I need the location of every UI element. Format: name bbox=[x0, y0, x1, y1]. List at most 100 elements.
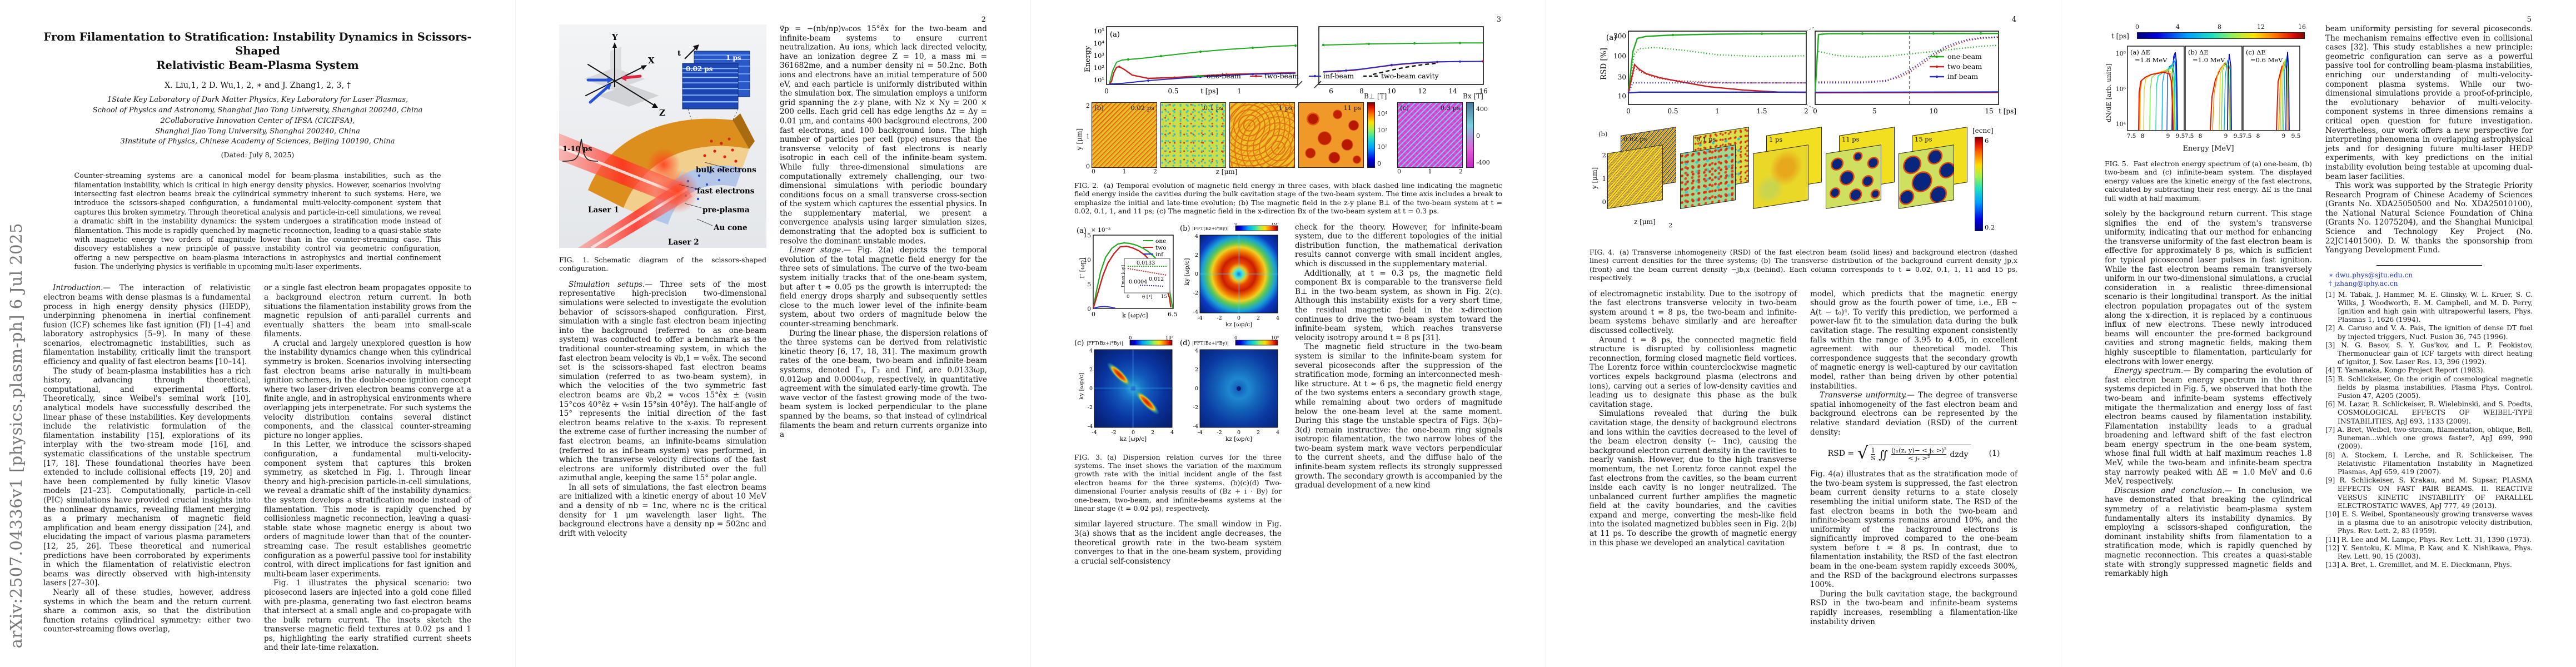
footnote-item[interactable]: ∗ dwu.phys@sjtu.edu.cn bbox=[2329, 271, 2413, 280]
reference-item[interactable]: [6] M. Lazar, R. Schlickeiser, R. Wieleb… bbox=[2325, 400, 2533, 425]
polygon-element bbox=[607, 77, 613, 83]
reference-list: [1] M. Tabak, J. Hammer, M. E. Glinsky, … bbox=[2325, 291, 2533, 570]
laser1-label: Laser 1 bbox=[588, 206, 619, 215]
text-element: (a) bbox=[1077, 227, 1087, 235]
polygon-element bbox=[641, 65, 647, 70]
footnote-divider bbox=[2376, 265, 2482, 266]
text-element: 10⁵ bbox=[1094, 27, 1105, 35]
arxiv-watermark: arXiv:2507.04336v1 [physics.plasm-ph] 6 … bbox=[7, 222, 26, 648]
div-element bbox=[1753, 145, 1808, 209]
circle-element bbox=[1671, 33, 1675, 37]
div-element bbox=[1826, 145, 1881, 209]
reference-item[interactable]: [11] R. Lee and M. Lampe, Phys. Rev. Let… bbox=[2325, 535, 2532, 544]
page-number: 3 bbox=[1496, 16, 1501, 24]
fast-electrons-label: fast electrons bbox=[697, 187, 755, 196]
text-element: 4 bbox=[1195, 348, 1198, 354]
span-element: 0.02 ps bbox=[1623, 135, 1647, 143]
circle-element bbox=[1935, 75, 1939, 78]
fig3-caption: FIG. 3. (a) Dispersion relation curves fo… bbox=[1074, 453, 1282, 513]
paragraph: Simulations revealed that during the bul… bbox=[1590, 409, 1797, 547]
path-element bbox=[2171, 52, 2178, 131]
reference-item[interactable]: [4] T. Yamanaka, Kongo Project Report (1… bbox=[2325, 366, 2485, 375]
tick-label: 1 bbox=[1086, 132, 1090, 140]
fig2a-legend: one-beam two-beam inf-beam two-beam cavi… bbox=[1192, 72, 1439, 80]
text-element: 4 bbox=[1170, 430, 1174, 436]
text-element: 0.0133 bbox=[1137, 260, 1155, 266]
text-element: 0 bbox=[1195, 386, 1198, 392]
tick-label: 10⁸ bbox=[2115, 50, 2126, 57]
span-element: 1 ps bbox=[1769, 136, 1783, 144]
fig2c-xticks: 0 1 2 bbox=[1397, 168, 1463, 175]
polyline-element bbox=[1109, 72, 1296, 84]
page-4: 4 (a) 300 100 30 10 RSD [%] bbox=[1546, 0, 2061, 667]
span-element: (a) Temporal evolution of magnetic field… bbox=[1074, 181, 1502, 216]
text-element: (a) ΔE bbox=[2130, 48, 2150, 56]
reference-item[interactable]: [7] A. Bret, Weibel, two-stream, filamen… bbox=[2325, 425, 2533, 451]
tick-label: 2 bbox=[1153, 168, 1157, 175]
reference-item[interactable]: [8] A. Stockem, I. Lerche, and R. Schlic… bbox=[2325, 451, 2533, 476]
footnote-item[interactable]: † jzhang@iphy.ac.cn bbox=[2329, 280, 2398, 288]
text-element: 10¹ bbox=[1094, 76, 1104, 84]
text-element: 8 bbox=[2256, 133, 2260, 140]
span-element: FIG. 2. bbox=[1074, 181, 1099, 190]
text-element: 2 bbox=[1804, 107, 1808, 115]
paragraph: The magnetic field structure in the two-… bbox=[1295, 342, 1502, 490]
span-element: 12 bbox=[2257, 23, 2265, 31]
paragraph: This work was supported by the Strategic… bbox=[2325, 181, 2533, 255]
section-lead: Discussion and conclusion. bbox=[2114, 486, 2225, 495]
text-element: 0 bbox=[1234, 335, 1237, 341]
line-element bbox=[704, 162, 726, 168]
figure-5: t [ps] 0 4 8 12 16 dN/dE [arb. units] bbox=[2105, 23, 2312, 153]
rect-element bbox=[682, 77, 738, 78]
text-element: inf-beam bbox=[1323, 72, 1354, 80]
reference-item[interactable]: [5] R. Schlickeiser, On the origin of co… bbox=[2325, 375, 2533, 400]
fig3b-yticks: 4 2 0 -2 -4 bbox=[1193, 233, 1198, 315]
reference-item[interactable]: [1] M. Tabak, J. Hammer, M. E. Glinsky, … bbox=[2325, 290, 2533, 324]
div-element bbox=[1607, 145, 1663, 209]
span-element: 1 bbox=[1602, 175, 1606, 182]
page5-right-paragraphs: beam uniformity persisting for several p… bbox=[2325, 24, 2533, 255]
span-element: 11 ps bbox=[1842, 135, 1860, 143]
reference-item[interactable]: [3] N. G. Basov, S. Y. Gus'kov, and L. P… bbox=[2325, 341, 2533, 366]
reference-item[interactable]: [12] Y. Sentoku, K. Mima, P. Kaw, and K.… bbox=[2325, 544, 2533, 560]
text-element: -2 bbox=[1088, 405, 1093, 411]
span-element: (a) Dispersion relation curves for the t… bbox=[1074, 452, 1282, 513]
abstract: Counter-streaming systems are a canonica… bbox=[74, 171, 441, 271]
text-element: |FFT(Bz+i*By)| bbox=[1192, 226, 1229, 232]
reference-item[interactable]: [2] A. Caruso and V. A. Pais, The igniti… bbox=[2325, 324, 2533, 341]
reference-item[interactable]: [10] E. S. Weibel, Spontaneously growing… bbox=[2325, 510, 2533, 535]
fig3c-fft-two-beam: (c) |FFT(Bz+i*By)| 0 10⁵ 4 2 bbox=[1074, 335, 1174, 442]
reference-item[interactable]: [9] R. Schlickeiser, S. Krakau, and M. S… bbox=[2325, 476, 2533, 510]
fig4b-row: (b) y [μm] 2 1 0 0.02 ps 0.1 ps 1 ps bbox=[1590, 127, 2017, 233]
text-element: 9.5 bbox=[2176, 133, 2185, 140]
text-element: -4 bbox=[1088, 424, 1093, 430]
text-element: 0 bbox=[1813, 107, 1817, 115]
paragraph: Linear stage.— Fig. 2(a) depicts the tem… bbox=[780, 246, 987, 328]
text-element: 1.5 bbox=[1756, 107, 1767, 115]
circle-element bbox=[1159, 54, 1163, 58]
page1-columns: Introduction.— The interaction of relati… bbox=[43, 283, 472, 653]
circle-element bbox=[1458, 42, 1462, 44]
fig4b-col-002ps: 0.02 ps bbox=[1606, 127, 1679, 216]
line-element bbox=[1806, 26, 1816, 32]
text-element: 2 bbox=[1089, 367, 1093, 373]
div-element: Y X Z bbox=[559, 24, 987, 538]
reference-item[interactable]: [13] A. Bret, L. Gremillet, and M. E. Di… bbox=[2325, 561, 2512, 569]
tick-label: 2 bbox=[1459, 168, 1463, 175]
polyline-element bbox=[1627, 47, 1807, 93]
ellipse-element bbox=[1107, 362, 1132, 387]
text-element: 15 bbox=[1084, 232, 1091, 239]
line-element bbox=[696, 218, 713, 226]
page-1: arXiv:2507.04336v1 [physics.plasm-ph] 6 … bbox=[0, 0, 515, 667]
fig2a-ylabel: Energy bbox=[1084, 46, 1092, 72]
footnotes: ∗ dwu.phys@sjtu.edu.cn † jzhang@iphy.ac.c… bbox=[2325, 271, 2533, 288]
fig2b-xlabel: z [μm] bbox=[1215, 168, 1238, 176]
text-element: 0 bbox=[1129, 335, 1132, 341]
span-element: t [ps] bbox=[2111, 32, 2129, 40]
text-element: one-beam bbox=[1947, 52, 1982, 61]
rect-element bbox=[1318, 26, 1484, 85]
polygon-element bbox=[652, 103, 658, 108]
paragraph: check for the theory. However, for infin… bbox=[1295, 222, 1502, 268]
text-element: 4 bbox=[1276, 315, 1279, 321]
